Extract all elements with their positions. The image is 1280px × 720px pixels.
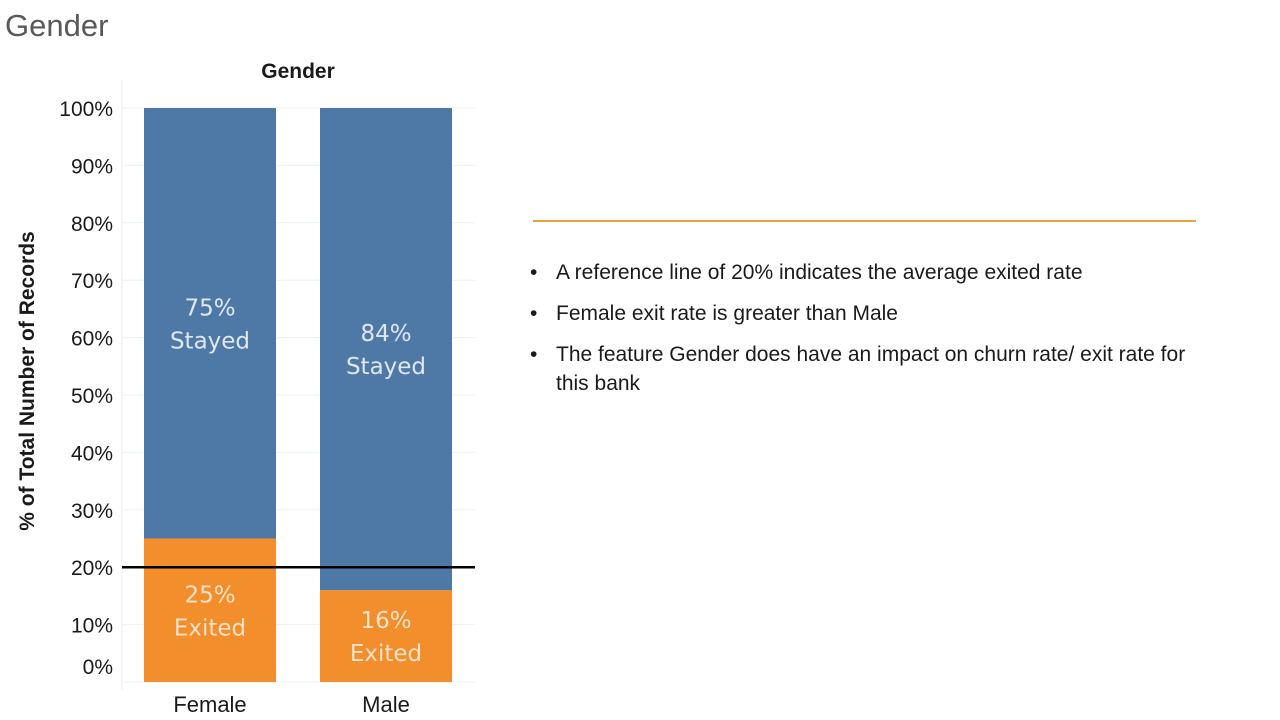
y-tick-label: 10%: [71, 615, 113, 638]
data-label: 25%: [184, 582, 235, 608]
y-tick-label: 40%: [71, 442, 113, 465]
data-label: 16%: [360, 608, 411, 634]
divider-line: [533, 220, 1196, 222]
x-tick-label: Male: [362, 692, 410, 717]
y-tick-label: 50%: [71, 385, 113, 408]
bar-exited-female: [144, 538, 276, 682]
note-bullet: A reference line of 20% indicates the av…: [530, 258, 1230, 287]
data-label: 75%: [184, 295, 235, 321]
slide-title: Gender: [5, 8, 109, 43]
y-tick-label: 0%: [83, 656, 113, 679]
note-bullet: Female exit rate is greater than Male: [530, 299, 1230, 328]
y-tick-label: 30%: [71, 500, 113, 523]
bar-exited-male: [320, 590, 452, 682]
data-label: Stayed: [170, 328, 250, 354]
data-label: Exited: [350, 641, 422, 667]
x-tick-label: Female: [173, 692, 246, 717]
data-label: Stayed: [346, 354, 426, 380]
notes-list: A reference line of 20% indicates the av…: [530, 258, 1230, 410]
stacked-bar-chart: 0% 10% 20% 30% 40% 50% 60% 70% 80% 90% 100% % of To…: [16, 60, 475, 717]
y-tick-label: 20%: [71, 557, 113, 580]
y-tick-label: 60%: [71, 328, 113, 351]
y-tick-label: 100%: [59, 98, 113, 121]
data-label: 84%: [360, 321, 411, 347]
y-tick-label: 70%: [71, 270, 113, 293]
y-tick-label: 90%: [71, 155, 113, 178]
bar-stayed-male: [320, 108, 452, 591]
note-bullet: The feature Gender does have an impact o…: [530, 340, 1196, 398]
bar-stayed-female: [144, 108, 276, 539]
data-label: Exited: [174, 615, 246, 641]
chart-title: Gender: [261, 60, 335, 83]
y-axis-title: % of Total Number of Records: [16, 231, 39, 530]
y-tick-label: 80%: [71, 213, 113, 236]
